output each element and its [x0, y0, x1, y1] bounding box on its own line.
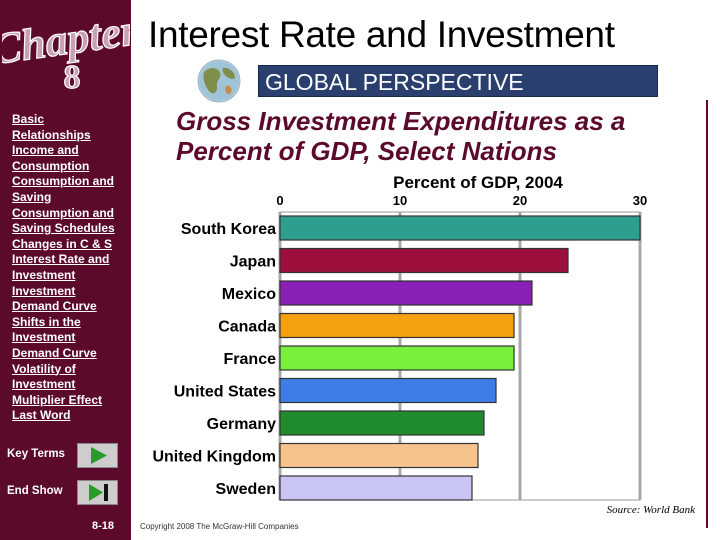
- category-label: France: [224, 351, 277, 368]
- sidebar-link[interactable]: Interest Rate and: [12, 252, 110, 267]
- sidebar-link[interactable]: Multiplier Effect: [12, 392, 103, 407]
- category-label: Sweden: [216, 481, 276, 498]
- bar-mexico: [279, 280, 533, 306]
- chart-subtitle: Gross Investment Expenditures as a Perce…: [176, 106, 626, 166]
- bar-canada: [279, 312, 515, 339]
- page-number: 8-18: [92, 520, 115, 532]
- bar-united-states: [279, 377, 497, 404]
- x-tick-label: 0: [276, 193, 283, 208]
- category-label: South Korea: [181, 221, 276, 238]
- bar-japan: [279, 247, 569, 274]
- sidebar-link[interactable]: Investment: [12, 283, 76, 298]
- play-icon: [91, 447, 107, 464]
- category-label: United Kingdom: [152, 449, 276, 466]
- sidebar-link[interactable]: Investment: [12, 330, 76, 345]
- bar-south-korea: [279, 215, 641, 241]
- x-tick-label: 20: [513, 193, 527, 208]
- sidebar-link[interactable]: Volatility of: [12, 361, 76, 376]
- sidebar-link[interactable]: Demand Curve: [12, 299, 97, 314]
- sidebar-link[interactable]: Investment: [12, 267, 76, 282]
- category-label: Germany: [207, 416, 276, 433]
- bar-united-kingdom: [279, 442, 479, 469]
- end-show-label: End Show: [7, 485, 63, 497]
- sidebar-link[interactable]: Investment: [12, 377, 76, 392]
- chapter-logo: Chapter 8: [2, 4, 130, 90]
- sidebar-link[interactable]: Income and: [12, 143, 79, 158]
- sidebar-link[interactable]: Last Word: [12, 408, 71, 423]
- key-terms-button[interactable]: [77, 443, 118, 468]
- page-title: Interest Rate and Investment: [148, 14, 615, 55]
- bar-france: [279, 345, 515, 371]
- chapter-logo-number: 8: [64, 59, 81, 90]
- key-terms-label: Key Terms: [7, 448, 65, 460]
- category-label: Japan: [230, 254, 276, 271]
- x-tick-label: 30: [633, 193, 647, 208]
- bar-germany: [279, 410, 485, 436]
- sidebar-link[interactable]: Saving: [12, 189, 52, 204]
- sidebar-link[interactable]: Demand Curve: [12, 345, 97, 360]
- bar-sweden: [279, 475, 473, 501]
- globe-icon: [197, 59, 241, 103]
- sidebar-link[interactable]: Saving Schedules: [12, 221, 115, 236]
- skip-end-icon: [89, 484, 108, 501]
- global-perspective-banner: GLOBAL PERSPECTIVE: [258, 65, 658, 97]
- source-note: Source: World Bank: [606, 504, 695, 516]
- end-show-button[interactable]: [77, 480, 118, 505]
- sidebar-link[interactable]: Shifts in the: [12, 314, 81, 329]
- category-label: United States: [174, 384, 276, 401]
- sidebar-links: Basic Relationships Income and Consumption C…: [12, 112, 130, 424]
- category-label: Mexico: [222, 286, 276, 303]
- x-axis-title: Percent of GDP, 2004: [393, 173, 563, 192]
- sidebar-link[interactable]: Consumption and: [12, 205, 114, 220]
- copyright-note: Copyright 2008 The McGraw-Hill Companies: [140, 522, 299, 531]
- sidebar-link[interactable]: Changes in C & S: [12, 236, 113, 251]
- x-tick-label: 10: [393, 193, 407, 208]
- sidebar-link[interactable]: Basic: [12, 112, 45, 126]
- right-divider: [706, 100, 708, 528]
- sidebar-link[interactable]: Relationships: [12, 127, 91, 142]
- sidebar-link[interactable]: Consumption and: [12, 174, 114, 189]
- sidebar: Chapter 8 Basic Relationships Income and Co…: [0, 0, 131, 540]
- category-label: Canada: [218, 319, 276, 336]
- sidebar-link[interactable]: Consumption: [12, 158, 90, 173]
